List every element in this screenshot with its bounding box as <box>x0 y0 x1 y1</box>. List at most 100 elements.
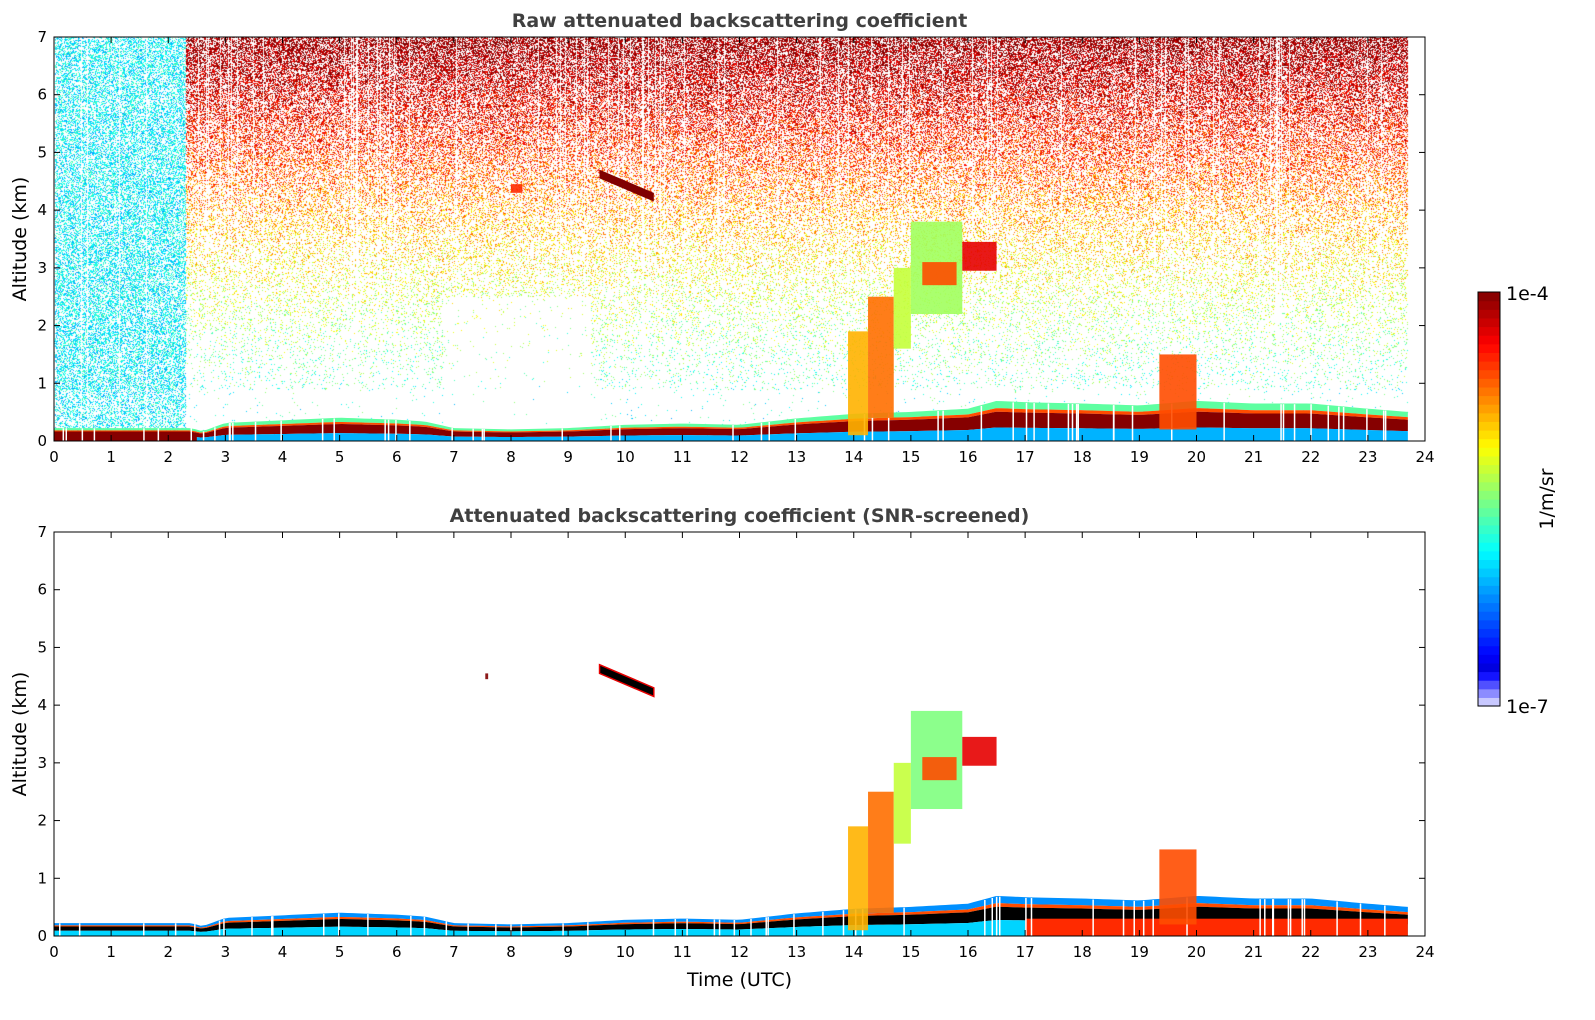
afternoon-plume <box>1159 354 1197 430</box>
data-gap <box>1293 404 1296 490</box>
x-tick-label: 10 <box>616 943 635 961</box>
data-gap <box>143 428 145 490</box>
x-tick-label: 5 <box>335 448 345 466</box>
data-gap <box>767 917 769 985</box>
colorbar-segment <box>1478 421 1500 431</box>
x-tick-label: 18 <box>1073 448 1092 466</box>
data-gap <box>1384 905 1386 985</box>
colorbar-segment <box>1478 611 1500 621</box>
colorbar: 1e-4 1e-7 1/m/sr <box>1477 283 1558 718</box>
data-gap <box>980 405 983 490</box>
x-tick-label: 16 <box>958 943 977 961</box>
colorbar-segment <box>1478 309 1500 319</box>
data-gap <box>733 919 736 985</box>
data-gap <box>1012 402 1014 490</box>
data-gap <box>1264 899 1266 985</box>
data-gap <box>467 923 469 985</box>
data-gap <box>481 428 484 490</box>
data-gap <box>999 896 1001 985</box>
colorbar-min-label: 1e-7 <box>1506 696 1549 718</box>
data-gap <box>1303 899 1306 985</box>
colorbar-segment <box>1478 473 1500 483</box>
colorbar-segment <box>1478 326 1500 336</box>
x-tick-label: 10 <box>616 448 635 466</box>
x-tick-label: 3 <box>221 448 231 466</box>
rising-plume-a <box>848 826 869 931</box>
colorbar-unit-label: 1/m/sr <box>1536 468 1558 529</box>
colorbar-segment <box>1478 499 1500 509</box>
data-gap <box>1366 409 1368 490</box>
colorbar-segment <box>1478 697 1500 707</box>
x-tick-label: 21 <box>1244 943 1263 961</box>
x-tick-label: 3 <box>221 943 231 961</box>
data-gap <box>562 923 564 985</box>
data-gap <box>768 421 770 490</box>
data-gap <box>223 919 225 985</box>
data-gap <box>395 419 397 490</box>
data-gap <box>451 427 453 490</box>
colorbar-segment <box>1478 559 1500 569</box>
data-gap <box>1047 403 1050 490</box>
x-tick-label: 0 <box>49 448 59 466</box>
rising-plume-a <box>848 331 869 436</box>
y-tick-label: 2 <box>37 317 47 335</box>
axes-frame <box>53 531 1426 937</box>
data-gap <box>78 923 81 985</box>
data-gap <box>984 899 986 985</box>
data-gap <box>863 414 866 490</box>
colorbar-segment <box>1478 412 1500 422</box>
data-gap <box>93 428 96 490</box>
colorbar-frame <box>1477 291 1501 707</box>
x-tick-label: 22 <box>1301 943 1320 961</box>
data-gap <box>822 911 824 985</box>
data-gap <box>793 914 795 985</box>
colorbar-segment <box>1478 447 1500 457</box>
chart-title: Raw attenuated backscattering coefficien… <box>512 10 968 32</box>
colorbar-segment <box>1478 688 1500 698</box>
rising-plume-b <box>868 296 894 418</box>
cirrus-layer-edge <box>598 663 655 698</box>
x-tick-label: 24 <box>1415 448 1434 466</box>
data-gap <box>510 924 512 985</box>
colorbar-segment <box>1478 671 1500 681</box>
x-tick-label: 1 <box>106 448 116 466</box>
data-gap <box>254 421 257 490</box>
mid-cloud-tail <box>962 736 997 766</box>
data-gap <box>1338 406 1340 490</box>
panel-snr-screened: 0 1 2 3 4 5 6 7 8 9 10 11 12 13 14 15 16 17 18 19 20 21 22 23 24… <box>9 505 1435 991</box>
x-tick-label: 6 <box>392 448 402 466</box>
data-gap <box>713 919 716 985</box>
colorbar-segment <box>1478 576 1500 586</box>
colorbar-segment <box>1478 369 1500 379</box>
data-gap <box>561 428 563 490</box>
x-tick-label: 20 <box>1187 448 1206 466</box>
x-tick-label: 14 <box>844 943 863 961</box>
colorbar-segment <box>1478 619 1500 629</box>
rising-plume-b <box>868 791 894 913</box>
colorbar-segment <box>1478 542 1500 552</box>
data-gap <box>495 924 497 985</box>
data-gap <box>942 410 944 490</box>
data-gap <box>338 913 340 985</box>
x-tick-label: 16 <box>958 448 977 466</box>
data-gap <box>937 410 939 490</box>
y-tick-label: 2 <box>37 812 47 830</box>
colorbar-segment <box>1478 662 1500 673</box>
y-axis-label: Altitude (km) <box>9 177 31 302</box>
x-tick-label: 15 <box>901 448 920 466</box>
colorbar-max-label: 1e-4 <box>1506 283 1549 305</box>
data-gap <box>410 915 412 985</box>
data-gap <box>202 431 205 490</box>
data-gap <box>861 909 864 985</box>
x-tick-label: 9 <box>563 943 573 961</box>
data-gap <box>1025 897 1027 985</box>
colorbar-segment <box>1478 352 1500 362</box>
colorbar-segment <box>1478 490 1500 500</box>
data-gap <box>270 916 273 985</box>
data-gap <box>214 427 216 490</box>
data-gap <box>65 428 68 490</box>
small-cloud <box>485 673 489 680</box>
x-axis-label: Time (UTC) <box>686 969 792 991</box>
data-gap <box>686 918 688 985</box>
